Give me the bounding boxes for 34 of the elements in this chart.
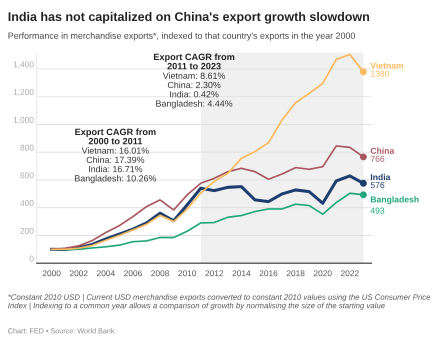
- y-tick-label: 0: [30, 256, 34, 262]
- annotation: Vietnam: 8.61% China: 2.30% India: 0.42% Bangladesh: 4.44%: [156, 72, 232, 108]
- x-tick-label: 2010: [178, 270, 196, 276]
- series-label: Vietnam: [370, 62, 404, 69]
- chart-subtitle: Performance in merchandise exports*, indexed to that country's exports in the year 2000: [8, 32, 355, 41]
- chart-title: India has not capitalized on China's export growth slowdown: [8, 12, 370, 24]
- annotation: Vietnam: 16.01% China: 17.39% India: 16.71% Bangladesh: 10.26%: [75, 147, 156, 184]
- x-tick-label: 2002: [70, 270, 88, 276]
- y-tick-label: 1,200: [14, 89, 34, 96]
- data-label: 1380: [370, 70, 390, 77]
- data-label: 766: [370, 156, 384, 162]
- x-tick-label: 2008: [151, 270, 169, 276]
- series-label: China: [370, 148, 394, 154]
- series-label: India: [370, 174, 390, 180]
- y-tick-label: 200: [20, 228, 34, 234]
- x-tick-label: 2014: [232, 270, 250, 276]
- x-tick-label: 2020: [314, 270, 332, 276]
- x-tick-label: 2006: [124, 270, 142, 276]
- x-tick-label: 2004: [97, 270, 115, 276]
- data-label: 493: [370, 208, 384, 214]
- x-tick-label: 2022: [340, 270, 359, 276]
- y-tick-label: 600: [20, 172, 34, 178]
- x-tick-label: 2000: [42, 270, 61, 276]
- annotation: Export CAGR from 2000 to 2011: [75, 128, 156, 144]
- y-tick-label: 1,400: [14, 61, 34, 68]
- x-tick-label: 2016: [260, 270, 278, 276]
- y-tick-label: 800: [20, 144, 34, 151]
- y-tick-label: 400: [20, 200, 34, 206]
- annotation: Export CAGR from 2011 to 2023: [154, 53, 234, 70]
- x-tick-label: 2012: [205, 270, 224, 276]
- series-label: Bangladesh: [370, 196, 419, 204]
- x-tick-label: 2018: [286, 270, 305, 276]
- y-tick-label: 1,000: [14, 116, 34, 124]
- data-label: 576: [370, 182, 384, 188]
